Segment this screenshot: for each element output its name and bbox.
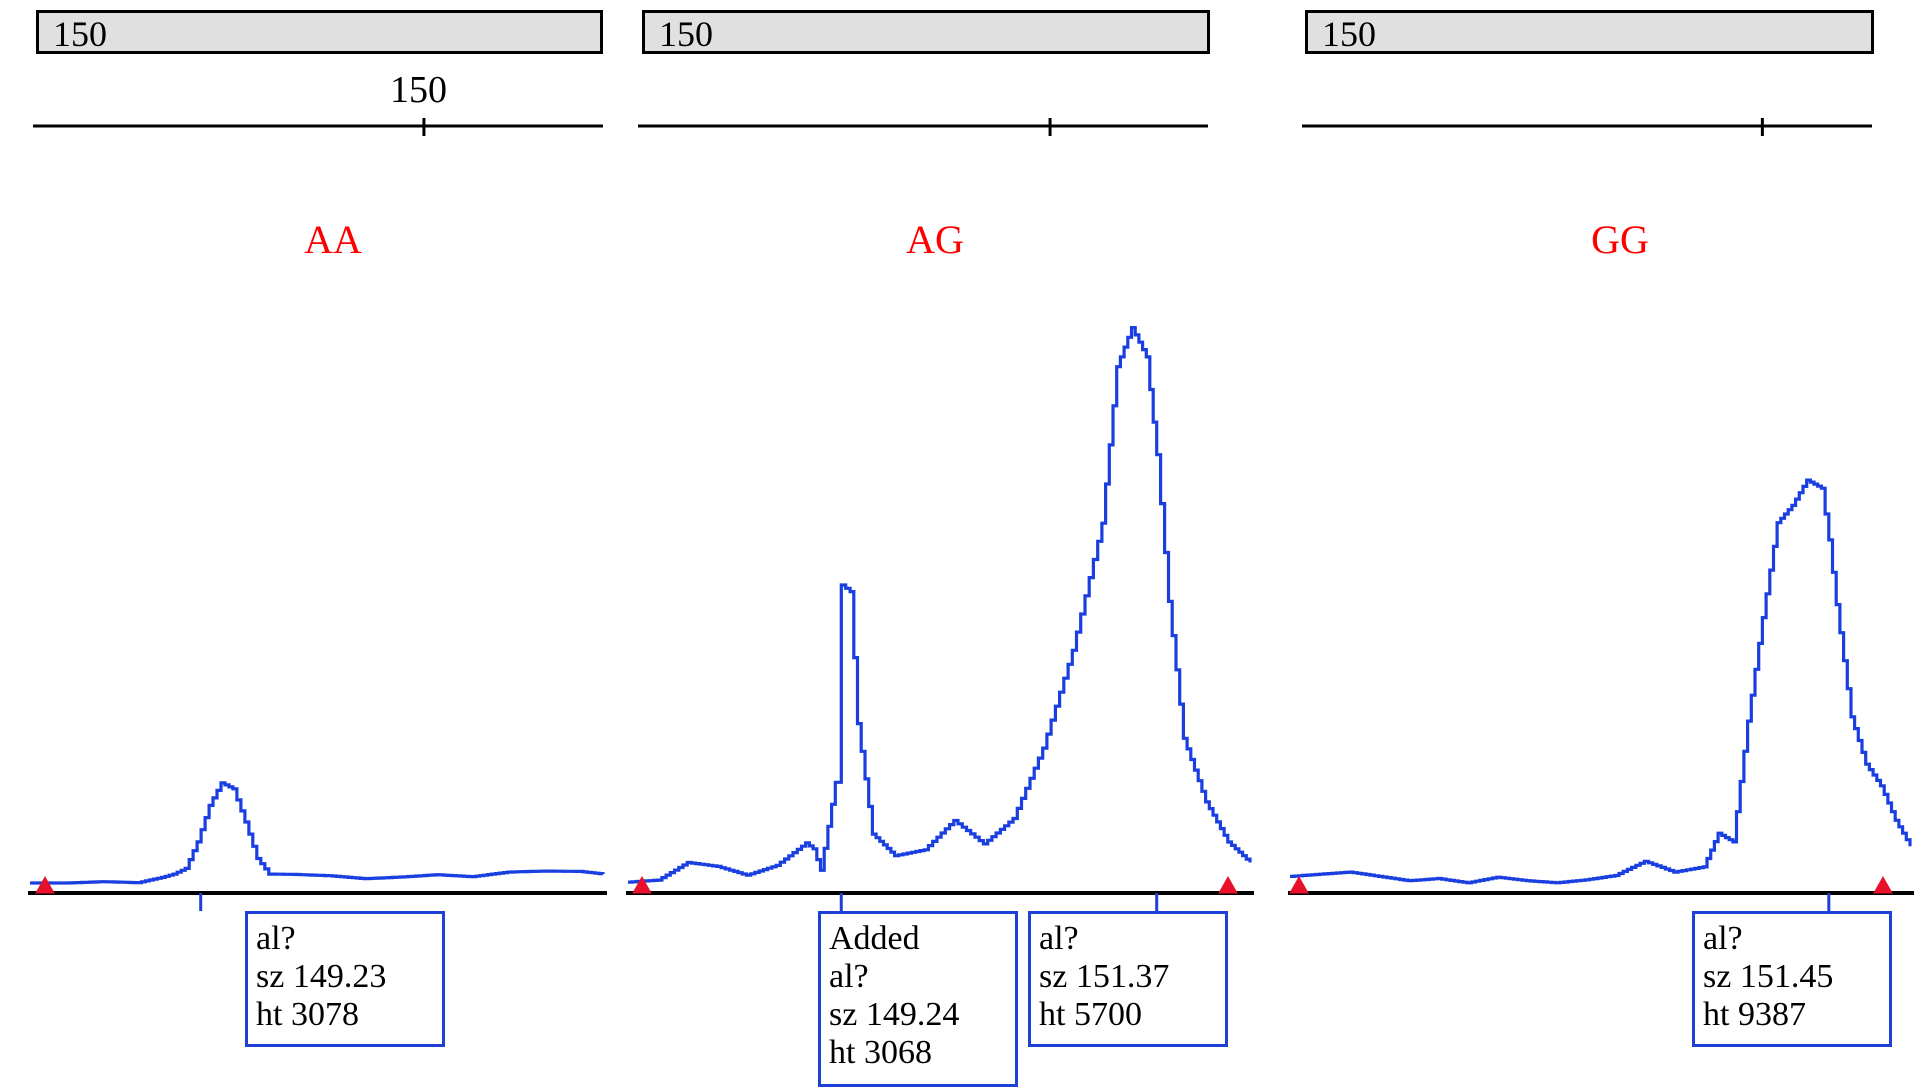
peak-callout: al? sz 151.45 ht 9387	[1692, 911, 1892, 1047]
callout-line: sz 151.45	[1703, 958, 1834, 995]
bin-box: 150	[1305, 10, 1874, 54]
callout-line: al?	[1703, 920, 1743, 957]
callout-line: Added	[829, 920, 920, 957]
callout-line: al?	[829, 958, 869, 995]
ruler-tick-label: 150	[389, 69, 447, 111]
bin-edge-marker	[1873, 875, 1893, 894]
bin-label: 150	[53, 14, 107, 54]
peak-callout: Added al? sz 149.24 ht 3068	[818, 911, 1018, 1087]
callout-line: ht 5700	[1039, 996, 1142, 1033]
trace-line	[628, 326, 1252, 884]
bin-label: 150	[1322, 14, 1376, 54]
peak-callout: al? sz 149.23 ht 3078	[245, 911, 445, 1047]
callout-line: ht 3078	[256, 996, 359, 1033]
bin-edge-marker	[1289, 875, 1309, 894]
callout-line: ht 9387	[1703, 996, 1806, 1033]
bin-label: 150	[659, 14, 713, 54]
genotype-label: AA	[304, 217, 362, 262]
trace-line	[1290, 478, 1912, 885]
bin-box: 150	[642, 10, 1210, 54]
trace-line	[30, 781, 605, 885]
genotype-label: AG	[906, 217, 964, 262]
callout-line: al?	[256, 920, 296, 957]
genotype-label: GG	[1591, 217, 1649, 262]
bin-edge-marker	[1218, 875, 1238, 894]
bin-box: 150	[36, 10, 603, 54]
callout-line: sz 149.23	[256, 958, 387, 995]
callout-line: al?	[1039, 920, 1079, 957]
peak-callout: al? sz 151.37 ht 5700	[1028, 911, 1228, 1047]
bin-edge-marker	[632, 875, 652, 894]
callout-line: sz 151.37	[1039, 958, 1170, 995]
callout-line: sz 149.24	[829, 996, 960, 1033]
callout-line: ht 3068	[829, 1034, 932, 1071]
bin-edge-marker	[35, 875, 55, 894]
